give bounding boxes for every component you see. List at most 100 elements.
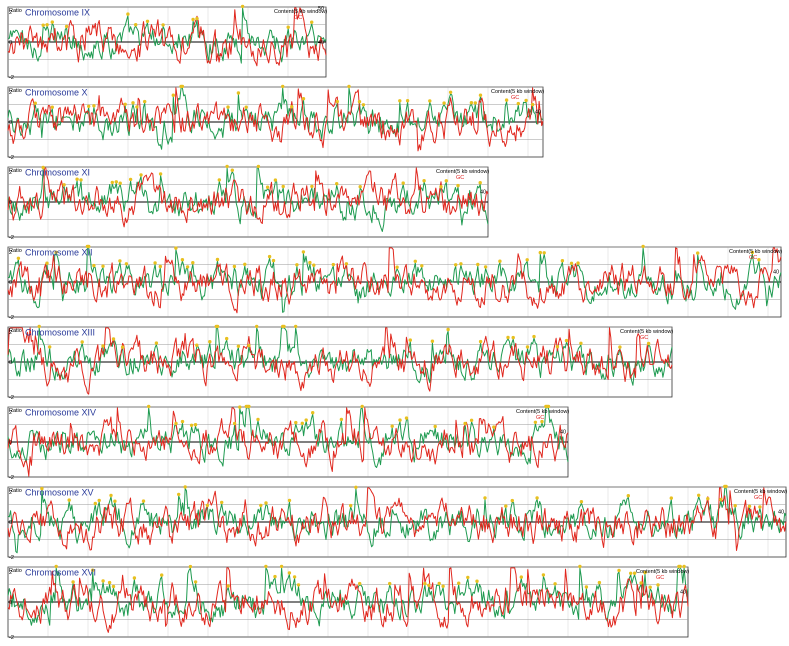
- y-axis-label: Ratio: [9, 248, 22, 254]
- peak-marker: [456, 183, 460, 188]
- peak-marker: [747, 504, 752, 508]
- gc-label: GC: [536, 415, 544, 421]
- peak-marker: [154, 341, 159, 345]
- chromosome-panel-3: Ratio Chromosome XI 2 0 -2 Content(5 kb windo…: [7, 164, 489, 241]
- peak-marker: [428, 99, 432, 103]
- peak-marker: [498, 259, 502, 263]
- peak-marker: [516, 101, 520, 106]
- gc-series-line: [7, 87, 544, 152]
- peak-marker: [273, 574, 277, 579]
- peak-marker: [430, 339, 435, 343]
- peak-marker: [344, 262, 349, 266]
- gc-label: GC: [294, 15, 302, 21]
- gc-series-line: [7, 247, 782, 314]
- peak-marker: [80, 340, 84, 344]
- peak-marker: [158, 264, 162, 269]
- peak-marker: [193, 423, 198, 427]
- peak-marker: [335, 182, 339, 186]
- chromosome-panel-7: Ratio Chromosome XV 2 0 -2 Content(5 kb windo…: [7, 484, 787, 561]
- gc-series-line: [7, 567, 689, 633]
- peak-marker: [92, 104, 96, 108]
- peak-marker: [101, 579, 105, 583]
- peak-marker: [264, 501, 268, 505]
- peak-marker: [475, 579, 479, 583]
- peak-marker: [71, 580, 75, 584]
- peak-marker: [79, 178, 83, 182]
- right-axis-label: Content(5 kb window): [436, 169, 489, 175]
- peak-marker: [180, 84, 185, 89]
- peak-marker: [111, 584, 116, 589]
- y-tick-label: 0: [9, 360, 12, 366]
- peak-marker: [757, 258, 761, 262]
- peak-marker: [97, 498, 101, 503]
- y-axis-label: Ratio: [9, 568, 22, 574]
- peak-marker: [236, 344, 241, 348]
- gc-series-line: [7, 487, 787, 551]
- peak-marker: [41, 165, 45, 170]
- peak-marker: [226, 105, 230, 109]
- peak-marker: [191, 17, 195, 22]
- peak-marker: [255, 324, 259, 329]
- gc-label: GC: [656, 575, 664, 581]
- peak-marker: [109, 493, 113, 498]
- peak-marker: [244, 105, 248, 109]
- peak-marker: [584, 585, 589, 589]
- peak-marker: [141, 499, 146, 503]
- right-tick-label: 40: [318, 40, 324, 46]
- chart-title: Chromosome XII: [25, 248, 93, 258]
- y-tick-label: 2: [9, 90, 12, 96]
- peak-marker: [578, 564, 582, 569]
- right-axis-label: Content(5 kb window): [734, 489, 787, 495]
- peak-marker: [758, 505, 762, 509]
- y-tick-label: -2: [9, 235, 14, 241]
- peak-marker: [215, 257, 220, 262]
- peak-marker: [160, 573, 164, 577]
- right-tick-label: 40: [480, 190, 486, 196]
- peak-marker: [532, 334, 536, 339]
- peak-marker: [553, 582, 557, 586]
- peak-marker: [648, 585, 652, 589]
- right-tick-label: 40: [773, 270, 779, 276]
- y-axis-label: Ratio: [9, 168, 22, 174]
- peak-marker: [225, 336, 229, 341]
- peak-marker: [697, 493, 701, 497]
- peak-marker: [483, 496, 487, 500]
- chromosome-panel-4: Ratio Chromosome XII 2 0 -2 Content(5 kb wind…: [7, 244, 782, 321]
- peak-marker: [519, 575, 523, 579]
- peak-marker: [347, 84, 351, 89]
- peak-marker: [296, 583, 301, 587]
- peak-marker: [395, 265, 399, 269]
- y-tick-label: 0: [9, 120, 12, 126]
- right-axis-label: Content(5 kb window): [620, 329, 673, 335]
- peak-marker: [174, 246, 178, 250]
- peak-marker: [641, 244, 645, 249]
- peak-marker: [626, 494, 630, 498]
- peak-marker: [92, 263, 96, 268]
- peak-marker: [300, 421, 304, 425]
- peak-marker: [290, 105, 294, 109]
- peak-marker: [478, 93, 483, 97]
- ratio-series-line: [7, 7, 327, 64]
- peak-marker: [259, 503, 263, 508]
- peak-marker: [54, 564, 58, 569]
- gc-series-line: [7, 407, 569, 477]
- peak-marker: [193, 580, 198, 584]
- chart-title: Chromosome IX: [25, 8, 90, 18]
- right-axis-label: Content(5 kb window): [274, 9, 327, 15]
- peak-marker: [256, 417, 260, 422]
- peak-marker: [564, 338, 569, 343]
- right-tick-label: 40: [560, 430, 566, 436]
- y-tick-label: 0: [9, 520, 12, 526]
- peak-marker: [646, 341, 651, 346]
- peak-marker: [50, 20, 54, 24]
- peak-marker: [678, 564, 682, 569]
- peak-marker: [50, 105, 54, 109]
- peak-marker: [510, 498, 514, 503]
- peak-marker: [265, 185, 270, 189]
- peak-marker: [492, 425, 496, 429]
- peak-marker: [719, 497, 723, 502]
- y-tick-label: -2: [9, 635, 14, 641]
- peak-marker: [111, 337, 116, 341]
- peak-marker: [448, 90, 453, 95]
- right-tick-label: 50: [318, 6, 324, 12]
